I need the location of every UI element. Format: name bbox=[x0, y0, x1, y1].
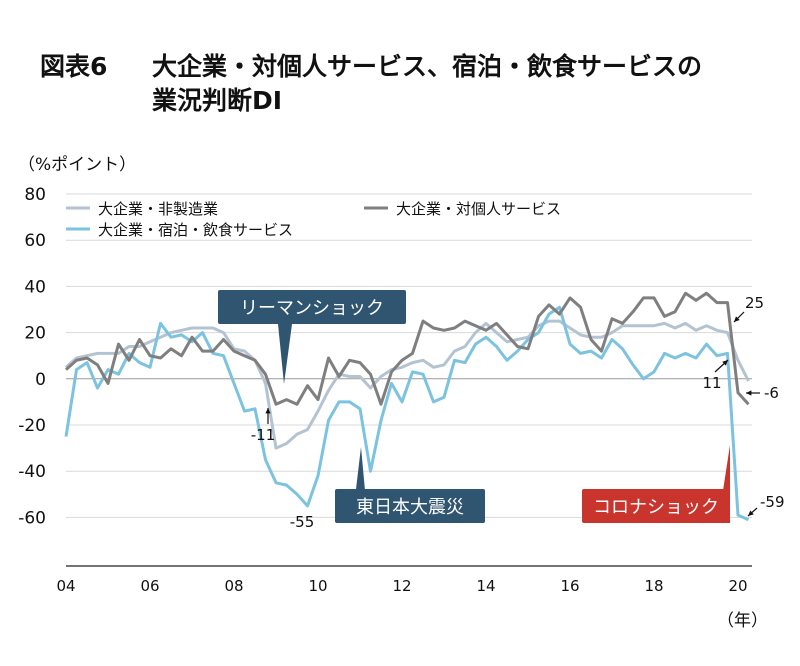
annotation-arrowhead bbox=[722, 360, 728, 366]
callout-box bbox=[218, 290, 406, 324]
title-line-1: 大企業・対個人サービス、宿泊・飲食サービスの bbox=[152, 52, 703, 81]
x-tick-label: 06 bbox=[140, 577, 159, 595]
data-label: 25 bbox=[745, 294, 764, 312]
y-tick-label: 60 bbox=[24, 231, 46, 251]
callout-box bbox=[582, 489, 730, 523]
callout-box bbox=[335, 489, 485, 523]
figure-number: 図表6 bbox=[40, 52, 108, 81]
data-label: -59 bbox=[760, 493, 785, 511]
annotation-arrowhead bbox=[734, 316, 740, 322]
callout-pointer bbox=[278, 324, 292, 384]
data-label: -11 bbox=[251, 426, 276, 444]
x-tick-label: 18 bbox=[644, 577, 663, 595]
y-tick-label: 0 bbox=[35, 370, 46, 390]
annotation-arrowhead bbox=[748, 510, 754, 516]
data-label: -6 bbox=[764, 384, 779, 402]
x-tick-label: 12 bbox=[392, 577, 411, 595]
chart-title: 図表6 大企業・対個人サービス、宿泊・飲食サービスの 業況判断DI bbox=[40, 50, 780, 118]
x-tick-label: 20 bbox=[728, 577, 747, 595]
title-line-2: 業況判断DI bbox=[152, 86, 283, 115]
series-line-lodging-food bbox=[64, 305, 750, 522]
x-tick-label: 08 bbox=[224, 577, 243, 595]
x-tick-label: 10 bbox=[308, 577, 327, 595]
x-tick-label: 16 bbox=[560, 577, 579, 595]
callout-label: 東日本大震災 bbox=[356, 497, 464, 518]
data-label: -55 bbox=[290, 513, 315, 531]
x-axis-unit: （年） bbox=[717, 611, 768, 631]
callout-label: コロナショック bbox=[593, 497, 719, 518]
y-axis-unit: （%ポイント） bbox=[18, 155, 137, 175]
series-line-nonmanufacturing bbox=[65, 319, 750, 450]
y-tick-label: -40 bbox=[18, 462, 46, 482]
y-tick-label: 20 bbox=[24, 324, 46, 344]
annotation-arrowhead bbox=[746, 390, 752, 396]
y-tick-label: 40 bbox=[24, 277, 46, 297]
callout-label: リーマンショック bbox=[240, 298, 384, 319]
y-tick-label: 80 bbox=[24, 185, 46, 205]
y-tick-label: -20 bbox=[18, 416, 46, 436]
x-tick-label: 04 bbox=[56, 577, 75, 595]
legend-label: 大企業・宿泊・飲食サービス bbox=[98, 221, 293, 239]
annotation-arrowhead bbox=[265, 408, 271, 414]
x-tick-label: 14 bbox=[476, 577, 495, 595]
y-tick-label: -60 bbox=[18, 508, 46, 528]
data-label: 11 bbox=[702, 374, 721, 392]
legend-label: 大企業・非製造業 bbox=[98, 200, 218, 218]
legend-label: 大企業・対個人サービス bbox=[396, 200, 561, 218]
series-line-personal-services bbox=[65, 291, 750, 406]
